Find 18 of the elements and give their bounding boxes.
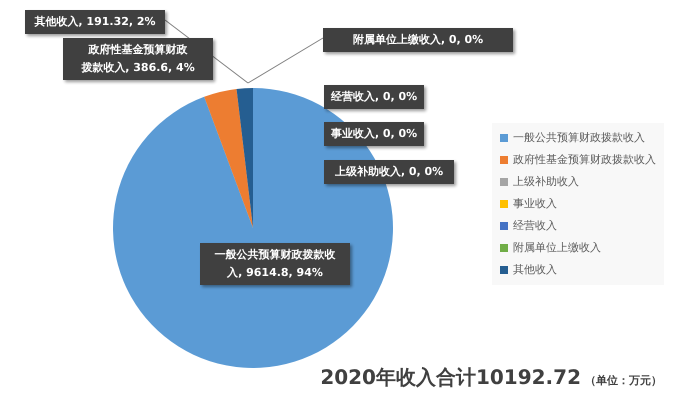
legend-label: 政府性基金预算财政拨款收入: [513, 152, 656, 168]
pie-slice: [236, 88, 253, 228]
legend-label: 其他收入: [513, 262, 557, 278]
data-label: 政府性基金预算财政拨款收入, 386.6, 4%: [80, 42, 196, 76]
text: 经营收入, 0, 0%: [330, 90, 418, 103]
data-label: 一般公共预算财政拨款收入, 9614.8, 94%: [214, 247, 336, 281]
data-label: 其他收入, 191.32, 2%: [33, 14, 157, 30]
legend-label: 事业收入: [513, 196, 557, 212]
text: 上级补助收入, 0, 0%: [334, 165, 444, 178]
text: （单位：万元）: [585, 374, 662, 387]
legend-label: 附属单位上缴收入: [513, 240, 601, 256]
legend-label: 一般公共预算财政拨款收入: [513, 130, 645, 146]
text: 2020年收入合计10192.72: [320, 365, 581, 389]
legend-label: 上级补助收入: [513, 174, 579, 190]
pie-slice: [204, 88, 253, 228]
text: 事业收入, 0, 0%: [330, 127, 418, 140]
legend-label: 经营收入: [513, 218, 557, 234]
text: 附属单位上缴收入, 0, 0%: [352, 33, 484, 46]
